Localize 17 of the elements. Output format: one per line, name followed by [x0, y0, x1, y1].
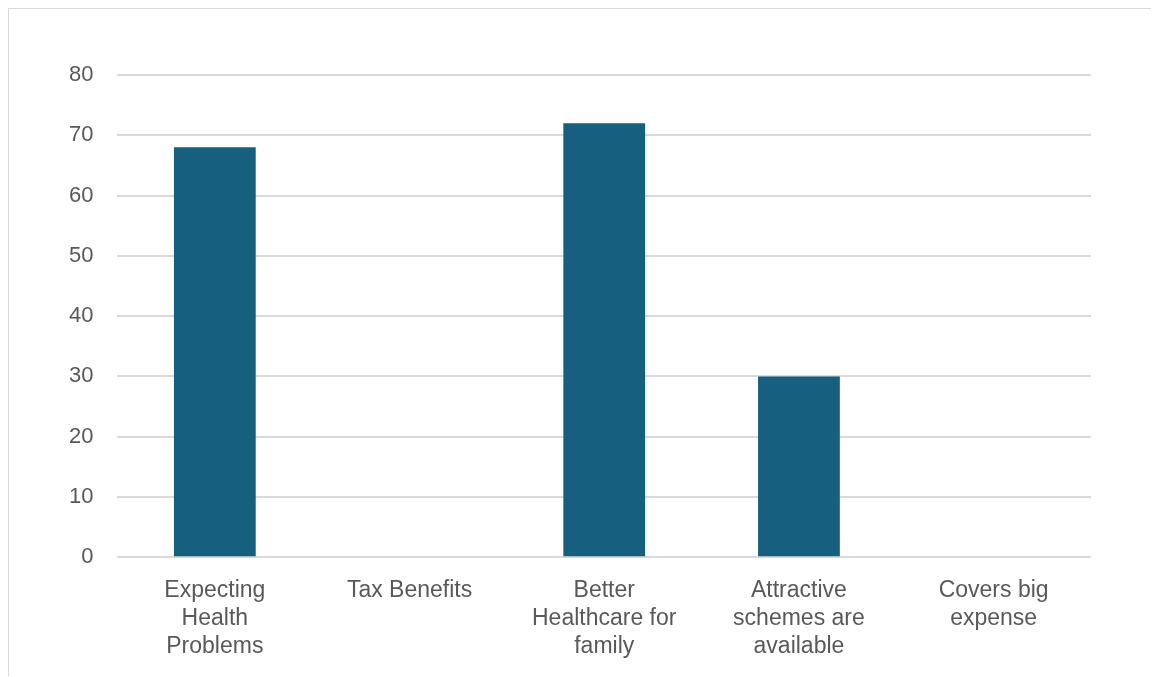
x-tick-label: Covers big expense — [938, 576, 1049, 630]
x-tick-label: Attractive schemes are available — [733, 576, 865, 658]
x-tick-label: Better Healthcare for family — [532, 576, 677, 658]
x-tick-label: Expecting Health Problems — [164, 576, 266, 658]
bar — [173, 147, 256, 557]
y-tick-label: 80 — [68, 61, 94, 87]
y-tick-label: 20 — [68, 422, 94, 448]
y-tick-label: 0 — [81, 543, 94, 569]
x-tick-label: Tax Benefits — [346, 576, 473, 603]
y-tick-label: 70 — [68, 121, 94, 147]
y-tick-label: 60 — [68, 181, 94, 207]
bar — [758, 376, 840, 557]
y-tick-label: 30 — [68, 362, 94, 388]
y-tick-label: 10 — [68, 482, 94, 508]
y-tick-label: 50 — [68, 241, 94, 267]
y-tick-label: 40 — [68, 302, 94, 328]
bar — [563, 123, 646, 557]
